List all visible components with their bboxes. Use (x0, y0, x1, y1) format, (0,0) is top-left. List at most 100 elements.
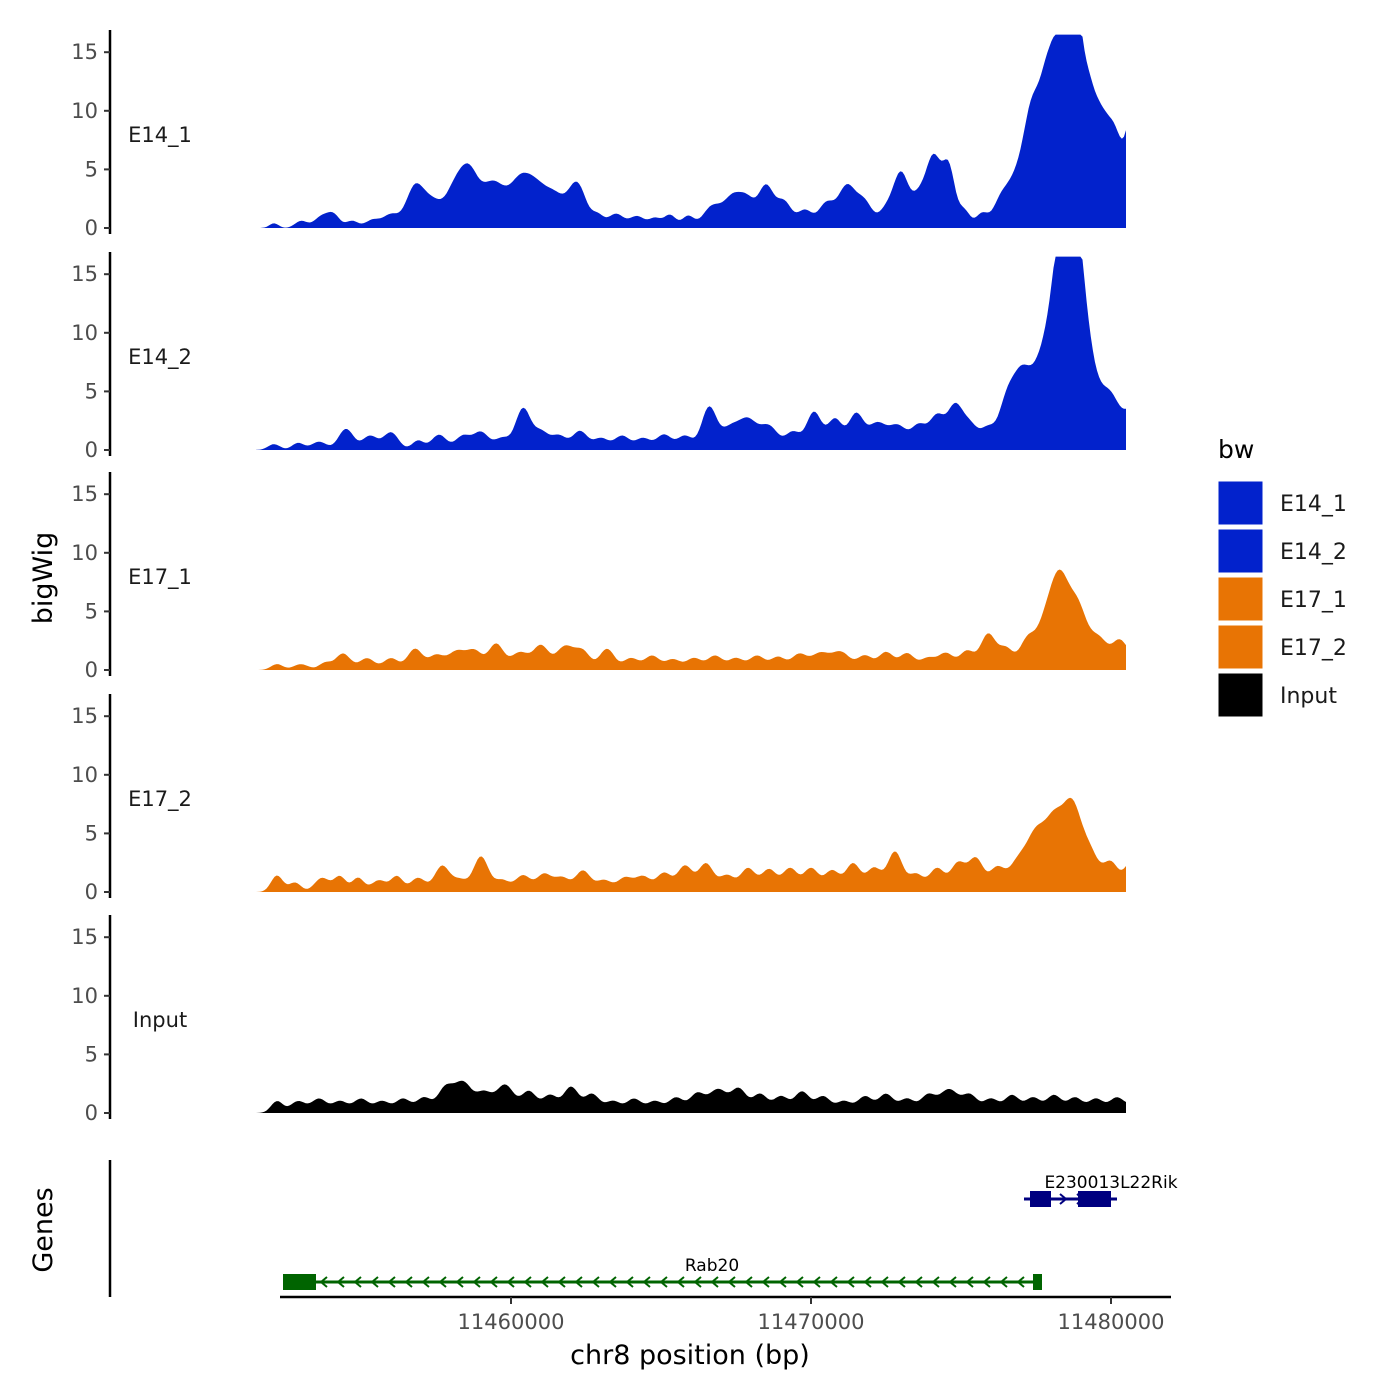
coverage-area-E14_2 (256, 256, 1126, 450)
gene-exon (283, 1274, 316, 1290)
y-tick-label: 10 (71, 99, 98, 123)
strand-arrow (863, 1276, 872, 1288)
strand-arrow (370, 1276, 379, 1288)
legend-swatch-Input (1217, 672, 1264, 718)
strand-arrow (319, 1276, 328, 1288)
track-label: E14_2 (128, 345, 192, 370)
strand-arrow (795, 1276, 804, 1288)
track-label: E17_2 (128, 787, 192, 812)
strand-arrow (404, 1276, 413, 1288)
strand-arrow (472, 1276, 481, 1288)
x-axis: 11460000 11470000 11480000 (280, 1295, 1171, 1334)
legend-label-Input: Input (1280, 684, 1337, 709)
track-label: E14_1 (128, 123, 192, 148)
strand-arrow (438, 1276, 447, 1288)
strand-arrow (897, 1276, 906, 1288)
strand-arrow (489, 1276, 498, 1288)
strand-arrow (846, 1276, 855, 1288)
legend-label-E17_2: E17_2 (1280, 636, 1347, 661)
strand-arrow (948, 1276, 957, 1288)
gene-label: Rab20 (685, 1256, 739, 1276)
strand-arrow (880, 1276, 889, 1288)
x-tick-label: 11470000 (758, 1310, 865, 1334)
y-tick-label: 5 (85, 821, 98, 845)
y-tick-label: 15 (71, 925, 98, 949)
y-tick-label: 10 (71, 763, 98, 787)
y-tick-label: 10 (71, 541, 98, 565)
legend: E14_1 E14_2 E17_1 E17_2 Input (1217, 480, 1347, 718)
y-tick-label: 0 (85, 438, 98, 462)
genes-axis-title: Genes (28, 1187, 59, 1272)
gene-label: E230013L22Rik (1044, 1173, 1177, 1193)
y-tick-label: 5 (85, 599, 98, 623)
y-tick-label: 0 (85, 216, 98, 240)
track-label: E17_1 (128, 565, 192, 590)
strand-arrow (829, 1276, 838, 1288)
legend-title: bw (1218, 435, 1254, 464)
strand-arrow (336, 1276, 345, 1288)
track-E14_2: 0 5 10 15 E14_2 (71, 252, 1126, 462)
y-tick-label: 15 (71, 40, 98, 64)
x-axis-title: chr8 position (bp) (570, 1340, 810, 1371)
legend-label-E14_2: E14_2 (1280, 540, 1347, 565)
y-tick-label: 10 (71, 321, 98, 345)
genes-layer: Rab20 E230013L22Rik (108, 1160, 1178, 1297)
strand-arrow (540, 1276, 549, 1288)
gene-exon (1030, 1191, 1051, 1207)
legend-swatch-E17_1 (1217, 576, 1264, 622)
y-axis-title: bigWig (28, 532, 59, 625)
coverage-area-E14_1 (256, 34, 1126, 228)
y-tick-label: 0 (85, 658, 98, 682)
y-tick-label: 15 (71, 482, 98, 506)
strand-arrow (914, 1276, 923, 1288)
strand-arrow (982, 1276, 991, 1288)
strand-arrow (642, 1276, 651, 1288)
strand-arrow (744, 1276, 753, 1288)
strand-arrow (812, 1276, 821, 1288)
strand-arrow (455, 1276, 464, 1288)
strand-arrow (625, 1276, 634, 1288)
y-tick-label: 15 (71, 704, 98, 728)
y-tick-label: 5 (85, 379, 98, 403)
track-E17_2: 0 5 10 15 E17_2 (71, 694, 1126, 904)
strand-arrow (1059, 1193, 1068, 1205)
strand-arrow (557, 1276, 566, 1288)
strand-arrow (591, 1276, 600, 1288)
y-tick-label: 5 (85, 1042, 98, 1066)
coverage-area-Input (256, 1080, 1126, 1113)
strand-arrow (778, 1276, 787, 1288)
strand-arrow (710, 1276, 719, 1288)
y-tick-label: 10 (71, 984, 98, 1008)
y-tick-label: 5 (85, 157, 98, 181)
y-tick-label: 0 (85, 880, 98, 904)
x-tick-label: 11480000 (1058, 1310, 1165, 1334)
strand-arrow (608, 1276, 617, 1288)
strand-arrow (421, 1276, 430, 1288)
strand-arrow (574, 1276, 583, 1288)
strand-arrow (353, 1276, 362, 1288)
strand-arrow (999, 1276, 1008, 1288)
gene-exon (1078, 1191, 1111, 1207)
legend-label-E17_1: E17_1 (1280, 588, 1347, 613)
y-tick-label: 0 (85, 1101, 98, 1125)
strand-arrow (761, 1276, 770, 1288)
strand-arrow (693, 1276, 702, 1288)
track-E14_1: 0 5 10 15 E14_1 (71, 30, 1126, 240)
legend-swatch-E17_2 (1217, 624, 1264, 670)
coverage-area-E17_2 (256, 797, 1126, 892)
strand-arrow (965, 1276, 974, 1288)
x-tick-label: 11460000 (458, 1310, 565, 1334)
strand-arrow (676, 1276, 685, 1288)
coverage-area-E17_1 (256, 569, 1126, 670)
strand-arrow (387, 1276, 396, 1288)
legend-swatch-E14_1 (1217, 480, 1264, 526)
track-label: Input (133, 1008, 187, 1032)
legend-label-E14_1: E14_1 (1280, 492, 1347, 517)
strand-arrow (727, 1276, 736, 1288)
gene-E230013L22Rik: E230013L22Rik (1024, 1173, 1178, 1207)
gene-exon (1033, 1274, 1042, 1290)
legend-swatch-E14_2 (1217, 528, 1264, 574)
strand-arrow (931, 1276, 940, 1288)
strand-arrow (1016, 1276, 1025, 1288)
